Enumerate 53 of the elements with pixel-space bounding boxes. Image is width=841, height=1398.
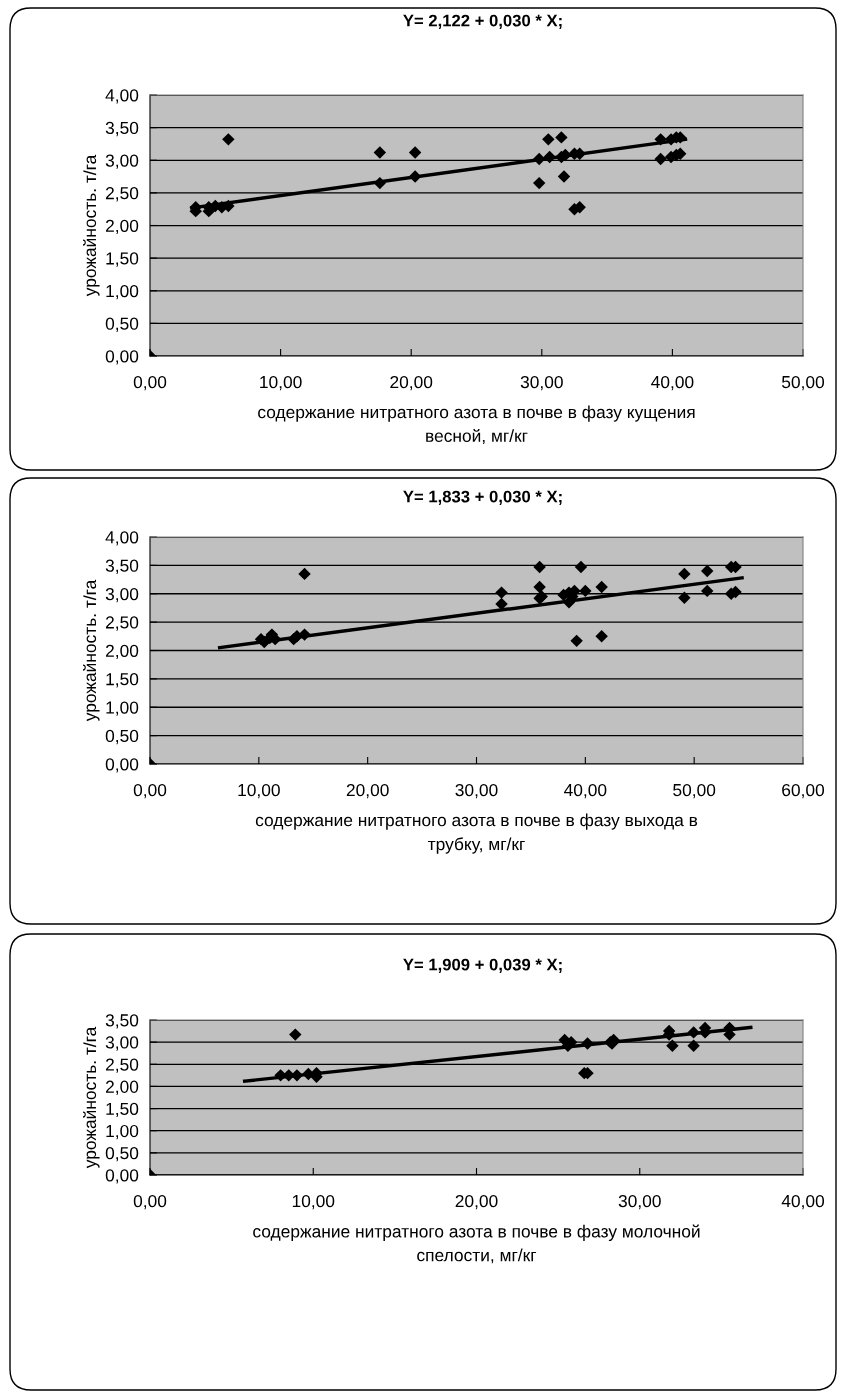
y-axis-title: урожайность. т/га (83, 154, 100, 297)
y-tick-label: 3,50 (105, 1014, 139, 1029)
y-tick-label: 3,50 (105, 559, 139, 574)
y-tick-label: 4,00 (105, 89, 139, 104)
y-tick-label: 2,00 (105, 219, 139, 235)
y-tick-label: 1,00 (106, 701, 139, 716)
x-tick-label: 10,00 (260, 375, 302, 391)
y-tick-label: 1,00 (106, 284, 139, 300)
y-tick-label: 0,00 (105, 758, 139, 773)
x-tick-label: 50,00 (781, 375, 825, 391)
y-tick-label: 0,50 (105, 729, 139, 745)
x-tick-label: 30,00 (520, 375, 563, 391)
y-tick-label: 4,00 (105, 531, 139, 546)
chart-title: Y= 1,909 + 0,039 * X; (403, 958, 562, 973)
y-tick-label: 3,00 (105, 1036, 139, 1051)
y-tick-label: 1,50 (106, 673, 139, 688)
y-tick-label: 1,00 (106, 1124, 139, 1140)
y-tick-label: 1,50 (106, 252, 139, 267)
y-tick-label: 0,50 (105, 1147, 139, 1162)
y-tick-label: 3,00 (105, 154, 139, 169)
y-tick-label: 2,00 (105, 1080, 139, 1095)
y-tick-label: 2,50 (105, 616, 139, 631)
x-tick-label: 30,00 (618, 1194, 661, 1210)
x-tick-label: 20,00 (346, 783, 389, 799)
x-tick-label: 50,00 (673, 783, 716, 799)
y-tick-label: 3,00 (105, 587, 139, 603)
x-tick-label: 20,00 (390, 375, 433, 391)
x-tick-label: 20,00 (455, 1194, 498, 1210)
x-tick-label: 40,00 (781, 1194, 825, 1210)
y-tick-label: 2,50 (105, 1058, 139, 1073)
y-tick-label: 0,50 (105, 317, 139, 332)
y-tick-label: 0,00 (105, 1169, 139, 1184)
chart-title: Y= 2,122 + 0,030 * X; (403, 14, 562, 29)
chart-title: Y= 1,833 + 0,030 * X; (403, 490, 562, 505)
x-tick-label: 30,00 (455, 783, 498, 799)
y-tick-label: 3,50 (105, 121, 139, 137)
x-tick-label: 0,00 (133, 375, 167, 391)
y-tick-label: 0,00 (105, 350, 139, 365)
x-axis-title: содержание нитратного азота в почве в фазу кущения весной, мг/кг (258, 405, 695, 445)
x-tick-label: 0,00 (133, 783, 167, 799)
y-axis-title: урожайность. т/га (83, 1026, 100, 1169)
x-axis-title: содержание нитратного азота в почве в фазу выхода в трубку, мг/кг (255, 813, 698, 854)
y-tick-label: 2,00 (105, 644, 139, 660)
x-tick-label: 0,00 (133, 1194, 167, 1210)
y-axis-title: урожайность. т/га (83, 579, 100, 722)
x-axis-title: содержание нитратного азота в почве в фазу молочной спелости, мг/кг (253, 1224, 700, 1264)
x-tick-label: 40,00 (651, 375, 694, 391)
x-tick-label: 60,00 (782, 783, 825, 799)
y-tick-label: 1,50 (106, 1102, 139, 1118)
y-tick-label: 2,50 (105, 187, 139, 202)
x-tick-label: 40,00 (564, 783, 607, 799)
x-tick-label: 10,00 (292, 1194, 335, 1210)
x-tick-label: 10,00 (238, 783, 280, 799)
